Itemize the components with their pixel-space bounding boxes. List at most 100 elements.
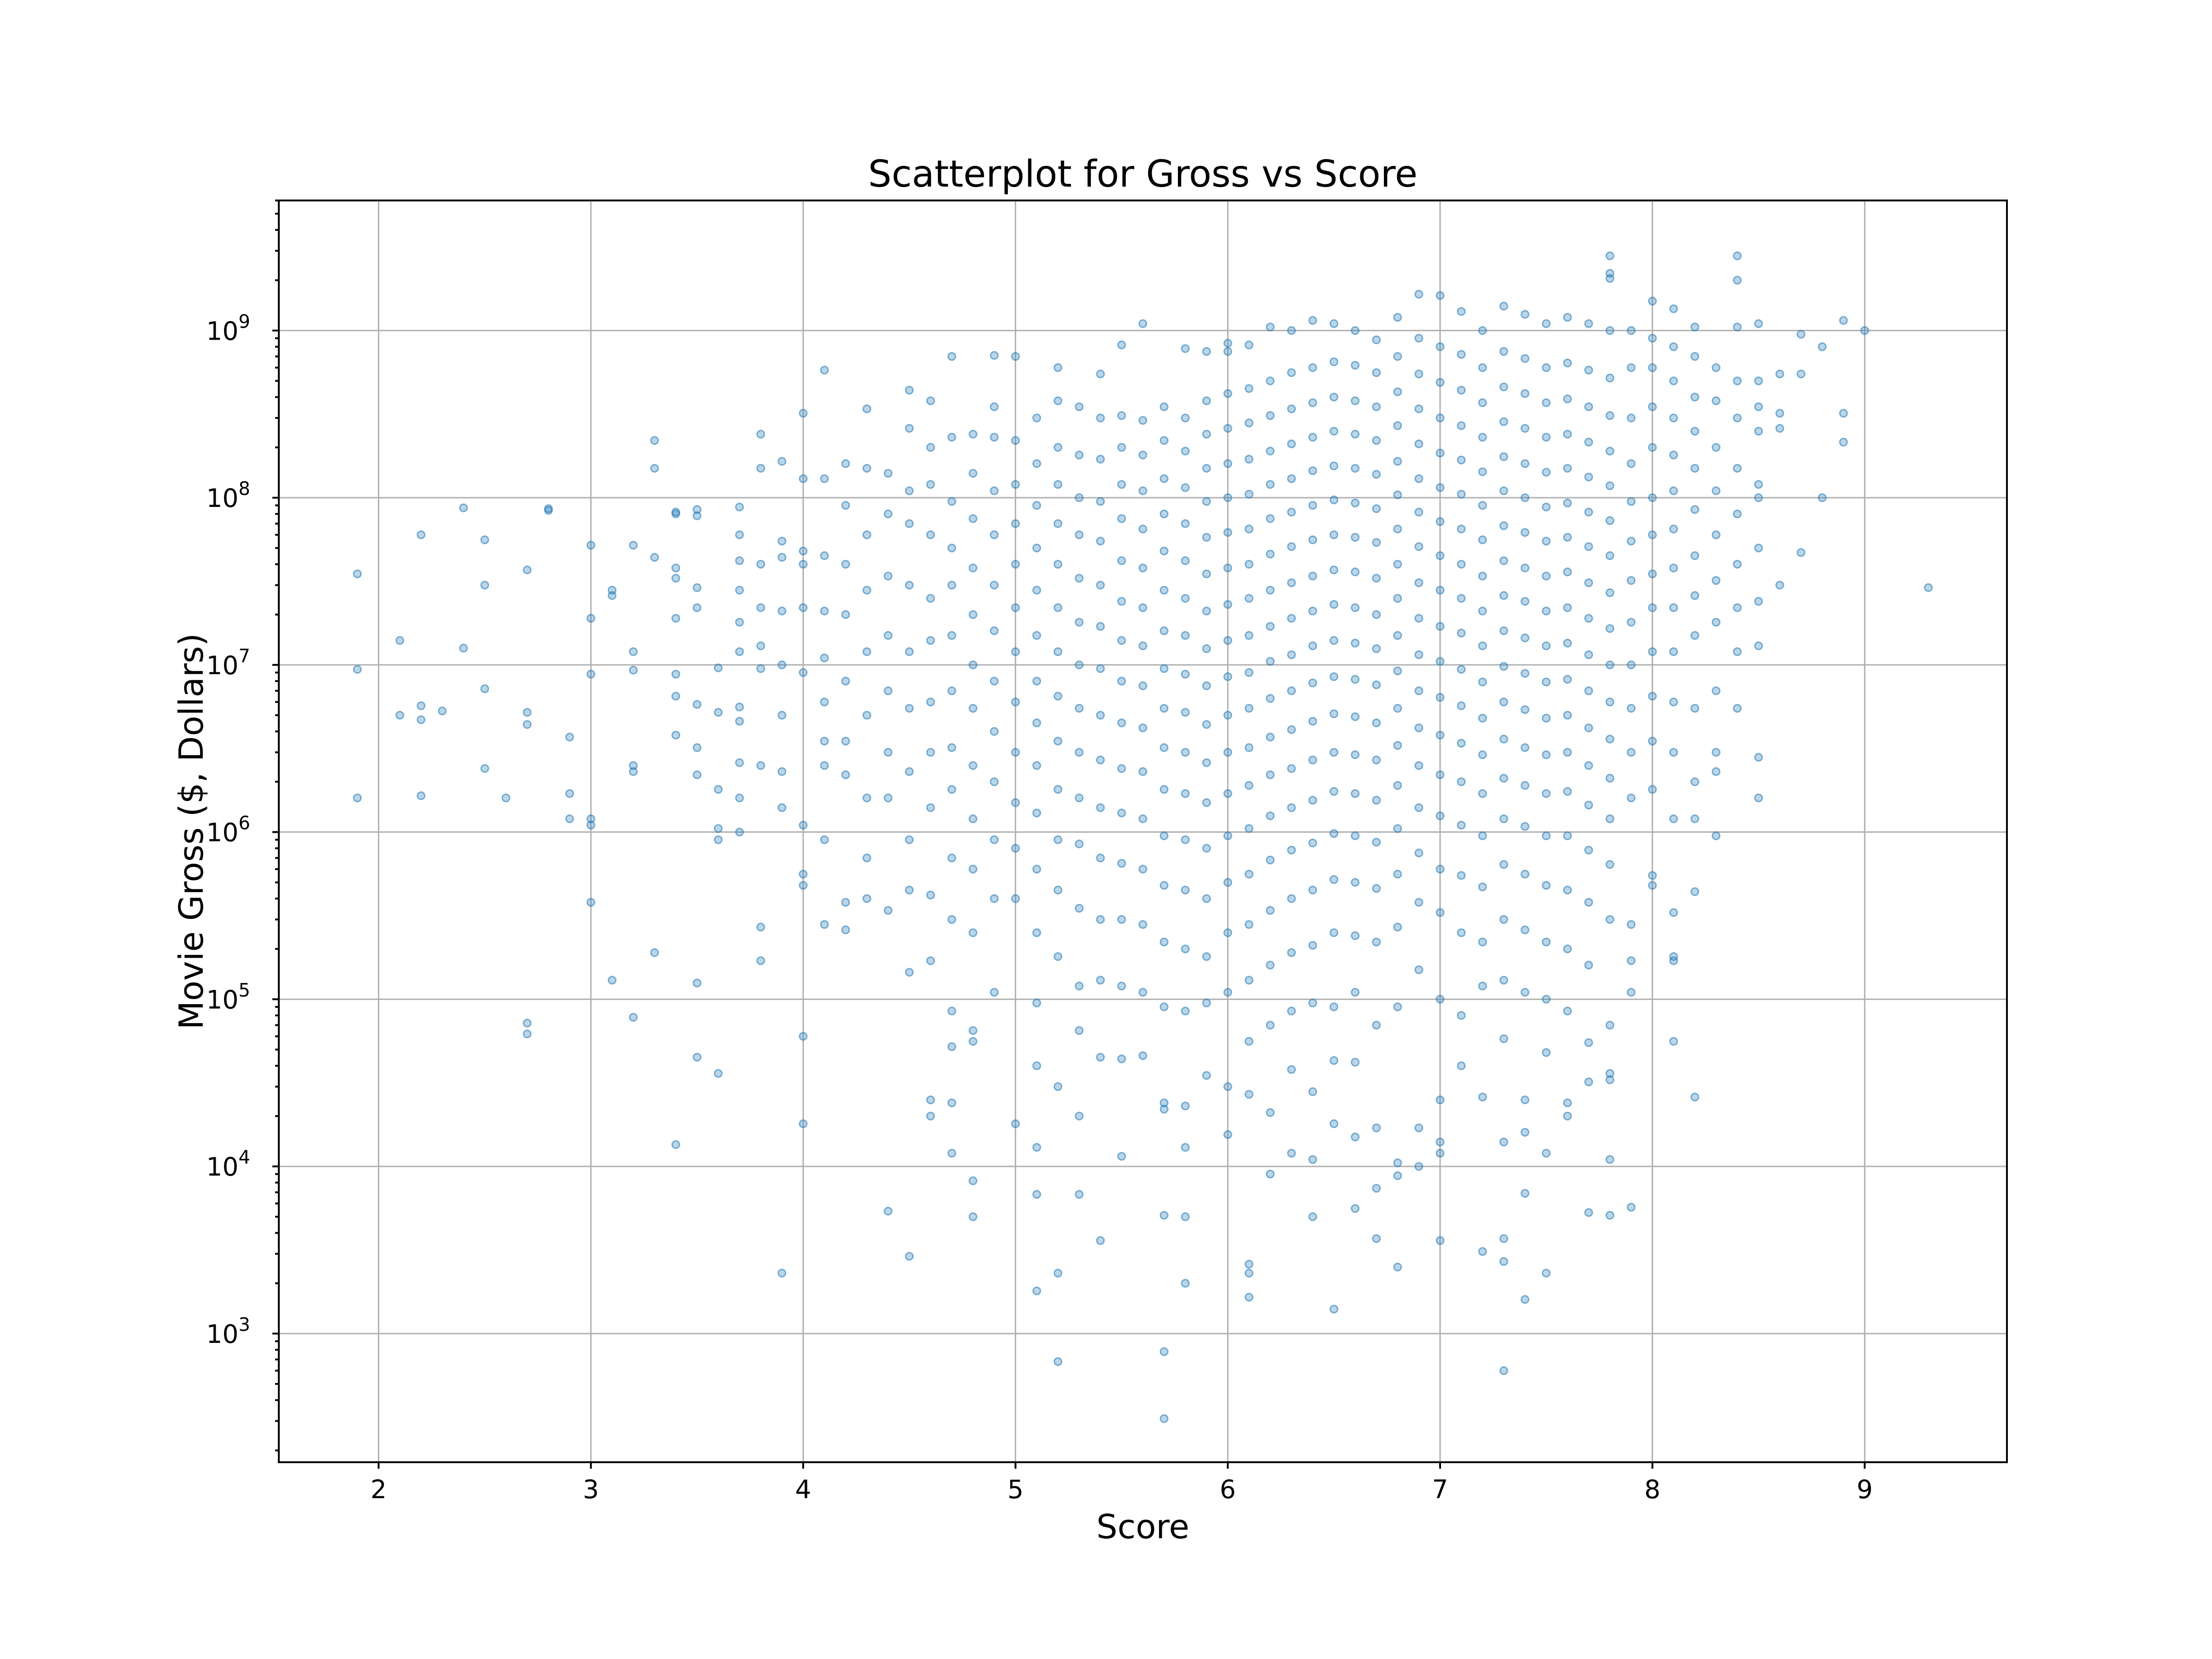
data-point	[1265, 377, 1275, 385]
data-point	[1244, 704, 1253, 713]
data-point	[1265, 960, 1275, 970]
data-point	[544, 506, 553, 515]
data-point	[1138, 416, 1147, 425]
data-point	[1117, 341, 1126, 349]
data-point	[1138, 920, 1147, 929]
data-point	[1075, 450, 1084, 459]
data-point	[1606, 1021, 1614, 1030]
data-point	[1372, 1021, 1381, 1030]
data-point	[862, 711, 871, 720]
data-point	[1351, 789, 1360, 798]
data-point	[1733, 276, 1742, 285]
data-point	[1541, 677, 1551, 687]
data-point	[1669, 342, 1678, 351]
data-point	[735, 758, 744, 767]
data-point	[883, 469, 893, 478]
data-point	[1499, 1366, 1508, 1375]
data-point	[799, 1119, 808, 1128]
data-point	[1796, 370, 1806, 378]
data-point	[1117, 859, 1126, 868]
data-point	[862, 794, 871, 802]
data-point	[1457, 665, 1466, 674]
data-point	[1351, 712, 1360, 721]
data-point	[1202, 347, 1211, 356]
data-point	[1478, 535, 1487, 544]
data-point	[1627, 988, 1636, 997]
data-point	[1499, 976, 1508, 985]
data-point	[1159, 402, 1169, 412]
data-point	[1032, 761, 1041, 770]
data-point	[1032, 413, 1041, 423]
data-point	[1478, 606, 1487, 616]
data-point	[1499, 452, 1508, 461]
data-point	[1159, 1414, 1169, 1423]
data-point	[1690, 323, 1700, 332]
data-point	[1181, 631, 1190, 640]
y-tick-exponent: 7	[239, 646, 250, 667]
data-point	[1754, 480, 1763, 489]
data-point	[735, 586, 744, 595]
data-point	[1563, 394, 1572, 404]
data-point	[1053, 692, 1063, 701]
data-point	[1351, 533, 1360, 542]
data-point	[1733, 704, 1742, 713]
data-point	[1690, 551, 1700, 560]
x-tick-label: 6	[1220, 1475, 1236, 1504]
data-point	[1053, 480, 1063, 489]
data-point	[1457, 421, 1466, 430]
data-point	[1096, 853, 1105, 863]
data-point	[1690, 352, 1700, 361]
data-point	[1627, 536, 1636, 546]
y-tick-exponent: 3	[239, 1314, 250, 1335]
data-point	[1393, 870, 1402, 879]
data-point	[1393, 781, 1402, 790]
data-point	[1265, 480, 1275, 489]
data-point	[1244, 824, 1253, 833]
data-point	[777, 803, 787, 812]
data-point	[1330, 636, 1339, 645]
data-point	[1669, 697, 1678, 706]
data-point	[1308, 755, 1318, 765]
data-point	[990, 433, 999, 442]
data-point	[1265, 906, 1275, 915]
data-point	[1712, 767, 1721, 776]
data-point	[1117, 982, 1126, 991]
data-point	[565, 732, 574, 741]
data-point	[395, 711, 405, 720]
data-point	[1627, 1203, 1636, 1212]
data-point	[1754, 402, 1763, 412]
data-point	[968, 1212, 977, 1221]
data-point	[1606, 1211, 1614, 1220]
data-point	[841, 736, 850, 746]
data-point	[1011, 844, 1020, 853]
data-point	[1499, 860, 1508, 869]
data-point	[1308, 1087, 1318, 1096]
data-point	[968, 1037, 977, 1046]
data-point	[1244, 781, 1253, 790]
data-point	[1584, 365, 1593, 375]
data-point	[1478, 677, 1487, 687]
data-point	[820, 835, 829, 844]
data-point	[1159, 743, 1169, 752]
data-point	[1159, 1211, 1169, 1220]
data-point	[1287, 803, 1296, 812]
data-point	[1181, 835, 1190, 844]
data-point	[1563, 313, 1572, 322]
data-point	[1075, 618, 1084, 627]
data-point	[1712, 686, 1721, 695]
data-point	[883, 571, 893, 581]
data-point	[968, 469, 977, 478]
data-point	[1860, 326, 1869, 335]
data-point	[1308, 606, 1318, 616]
data-point	[1159, 785, 1169, 794]
data-point	[862, 647, 871, 656]
data-point	[1435, 693, 1445, 702]
y-tick-label: 103	[206, 1314, 250, 1349]
data-point	[1499, 347, 1508, 356]
data-point	[1457, 386, 1466, 395]
data-point	[1308, 717, 1318, 726]
data-point	[1096, 622, 1105, 631]
data-point	[1223, 1130, 1232, 1139]
data-point	[1244, 1269, 1253, 1278]
data-point	[671, 564, 680, 572]
